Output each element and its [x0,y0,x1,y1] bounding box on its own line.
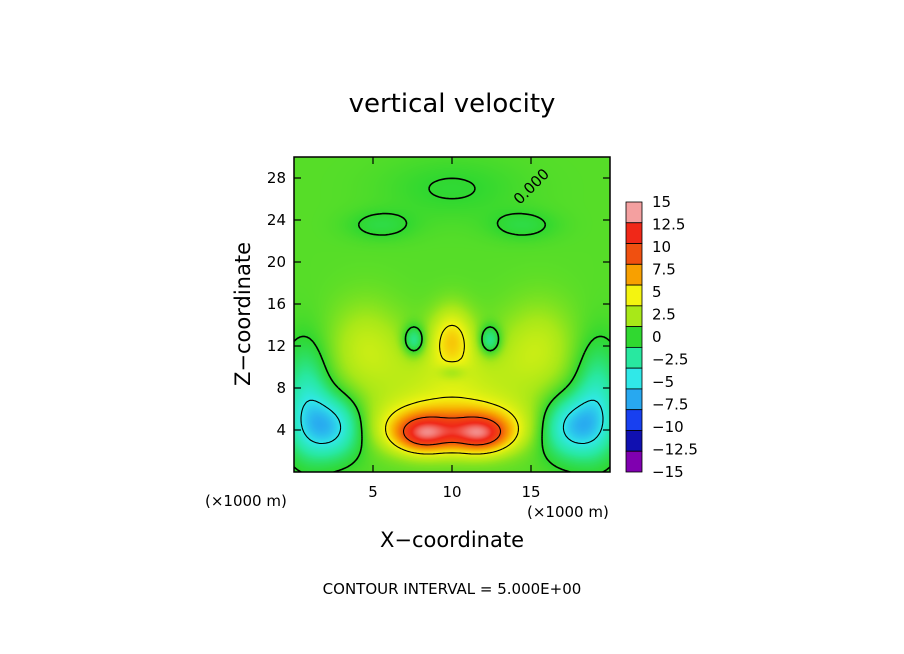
colorbar-label: −2.5 [652,351,688,369]
plot-area: 0.000 [293,156,611,473]
x-unit-label-right: (×1000 m) [527,503,609,521]
contour-level-line [294,177,610,472]
colorbar-label: 15 [652,193,671,211]
colorbar-swatch [625,430,643,452]
colorbar-label: 7.5 [652,261,676,279]
y-tick-label: 12 [267,337,286,355]
chart-title: vertical velocity [349,89,556,119]
colorbar-swatch [625,409,643,431]
colorbar-label: 10 [652,238,671,256]
colorbar-label: 0 [652,328,662,346]
contour-lines [294,177,610,472]
y-axis-ticks: 4 8 12 16 20 24 28 [267,169,610,439]
velocity-heatmap [294,157,610,472]
colorbar-swatch [625,388,643,411]
colorbar-swatch [625,346,643,369]
colorbar-swatch [625,201,643,224]
colorbar-label: 12.5 [652,216,685,234]
colorbar-swatch [625,243,643,265]
x-axis-ticks: 5 10 15 [368,157,541,501]
colorbar-swatch [625,263,643,286]
y-tick-label: 28 [267,169,286,187]
y-tick-label: 20 [267,253,286,271]
contour-interval-note: CONTOUR INTERVAL = 5.000E+00 [323,580,582,598]
y-tick-label: 4 [276,421,286,439]
y-axis-label: Z−coordinate [231,242,255,386]
x-tick-label: 15 [521,483,540,501]
x-tick-label: 5 [368,483,378,501]
colorbar-swatch [625,222,643,244]
colorbar-label: −7.5 [652,396,688,414]
colorbar: 15 12.5 10 7.5 5 2.5 0 −2.5 −5 −7.5 −10 −12.5 −15 [625,193,698,481]
x-tick-label: 10 [442,483,461,501]
colorbar-swatch [625,450,643,473]
colorbar-label: −5 [652,373,674,391]
colorbar-label: −15 [652,463,684,481]
colorbar-swatch [625,305,643,328]
colorbar-label: −12.5 [652,441,698,459]
x-unit-label-left: (×1000 m) [205,492,287,510]
y-tick-label: 16 [267,295,286,313]
colorbar-swatch [625,326,643,348]
contour-level-line [402,416,502,446]
y-tick-label: 8 [276,379,286,397]
x-axis-label: X−coordinate [380,528,524,552]
colorbar-swatch [625,284,643,307]
contour-level-line [385,324,519,455]
colorbar-label: −10 [652,418,684,436]
colorbar-label: 2.5 [652,306,676,324]
colorbar-label: 5 [652,283,662,301]
contour-level-line [300,399,604,445]
colorbar-swatch [625,367,643,390]
y-tick-label: 24 [267,211,286,229]
